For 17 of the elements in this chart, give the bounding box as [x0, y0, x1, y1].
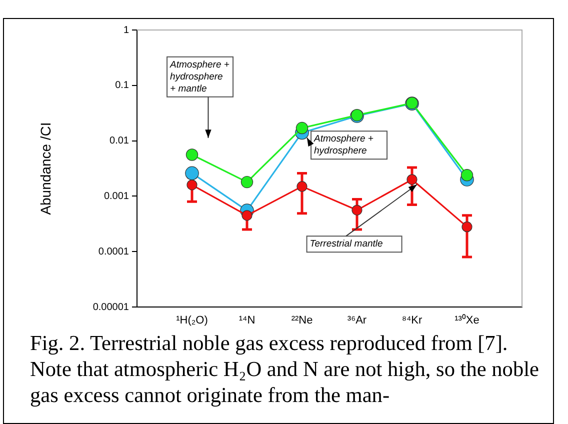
annotation: Atmosphere + hydrosphere + mantle: [169, 59, 230, 94]
x-tick-label: ³⁶Ar: [347, 314, 367, 327]
x-tick-label: ⁸⁴Kr: [402, 314, 423, 327]
y-tick-label: 1: [123, 24, 130, 36]
annotation: Terrestrial mantle: [310, 238, 383, 250]
annotation: Atmosphere + hydrosphere: [313, 133, 374, 156]
y-tick-label: 0.0001: [98, 246, 130, 258]
x-tick-label: ¹H(₂O): [176, 314, 208, 327]
y-tick-label: 0.00001: [92, 302, 130, 313]
y-tick-label: 0.01: [110, 136, 130, 147]
y-tick-label: 0.001: [104, 190, 130, 202]
caption: Fig. 2. Terrestrial noble gas excess reproduced from [7]. Note that atmospheric H₂O and N are not high, so the noble gas excess cannot originate from the man-: [30, 330, 540, 408]
y-tick-label: 0.1: [115, 80, 130, 92]
x-tick-label: ¹⁴N: [238, 314, 256, 327]
x-tick-label: ¹³⁰Xe: [454, 314, 480, 327]
y-axis-title: Abundance /CI: [37, 122, 54, 215]
x-tick-label: ²²Ne: [291, 314, 313, 327]
